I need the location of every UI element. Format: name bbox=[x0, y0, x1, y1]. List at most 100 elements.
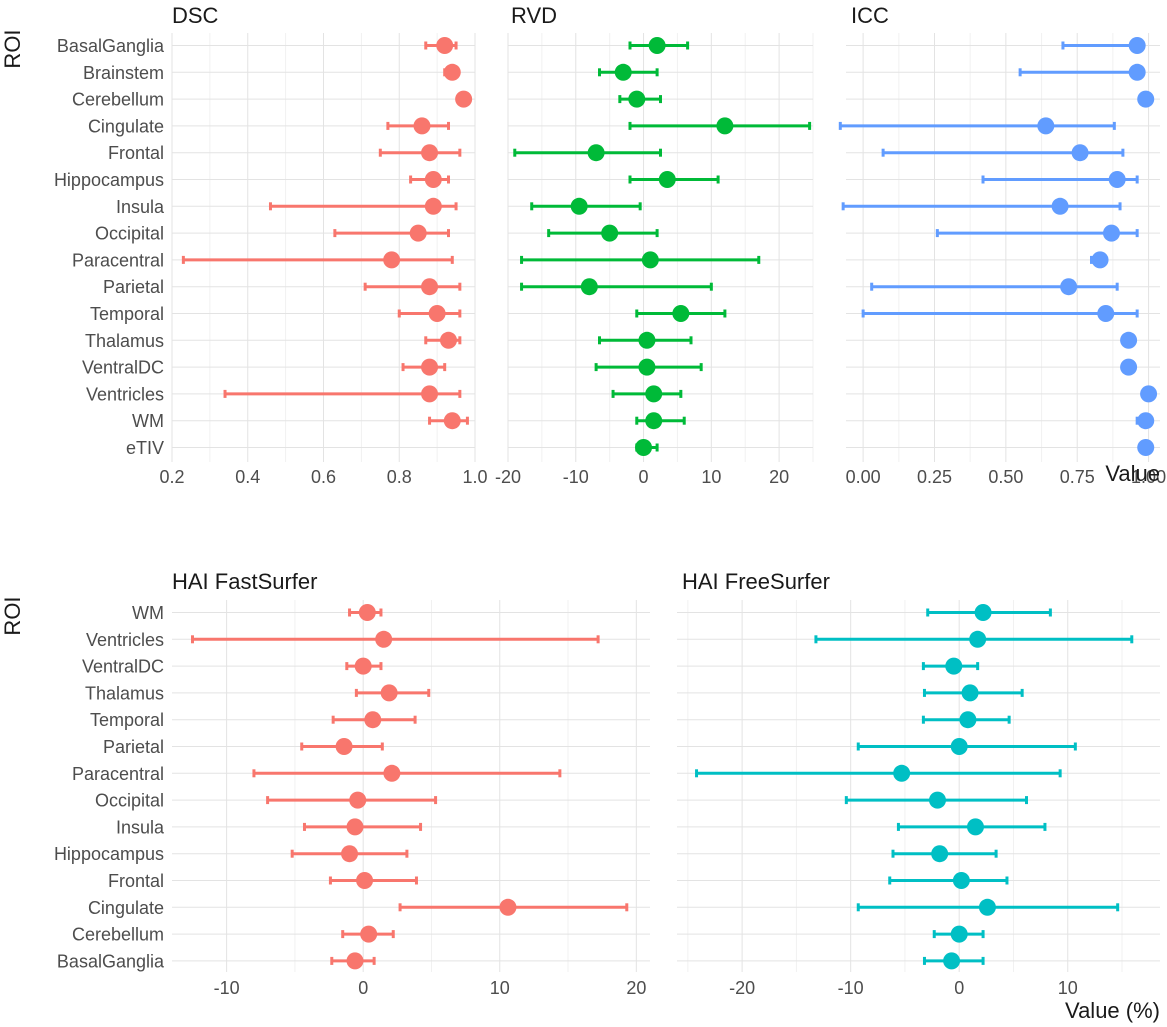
category-label-thalamus: Thalamus bbox=[85, 331, 164, 351]
data-point-insula bbox=[1051, 197, 1069, 215]
data-point-ventricles bbox=[421, 385, 439, 403]
category-label-frontal: Frontal bbox=[108, 871, 164, 891]
data-point-cerebellum bbox=[455, 90, 473, 108]
x-tick-label: -10 bbox=[838, 978, 864, 998]
data-point-occipital bbox=[1102, 224, 1120, 242]
data-point-thalamus bbox=[439, 331, 457, 349]
category-label-temporal: Temporal bbox=[90, 710, 164, 730]
x-tick-label: 10 bbox=[1058, 978, 1078, 998]
data-point-hippocampus bbox=[931, 845, 949, 863]
panel-title-rvd: RVD bbox=[511, 3, 557, 28]
category-label-hippocampus: Hippocampus bbox=[54, 844, 164, 864]
data-point-temporal bbox=[428, 305, 446, 322]
data-point-parietal bbox=[950, 738, 968, 755]
data-point-parietal bbox=[1060, 278, 1078, 296]
data-point-etiv bbox=[635, 439, 653, 456]
panel-title-icc: ICC bbox=[851, 3, 889, 28]
data-point-temporal bbox=[959, 711, 977, 729]
category-label-insula: Insula bbox=[116, 817, 165, 837]
category-label-basalganglia: BasalGanglia bbox=[57, 36, 165, 56]
category-label-temporal: Temporal bbox=[90, 304, 164, 324]
data-point-insula bbox=[346, 818, 364, 836]
x-tick-label: 0.8 bbox=[387, 467, 412, 487]
panels-layer: DSC BasalGanglia Brainstem Cerebellum Cingul… bbox=[54, 3, 1166, 1023]
x-tick-label: 20 bbox=[769, 467, 789, 487]
data-point-wm bbox=[974, 604, 992, 621]
category-label-cerebellum: Cerebellum bbox=[72, 90, 164, 110]
category-label-ventraldc: VentralDC bbox=[82, 358, 164, 378]
data-point-paracentral bbox=[641, 251, 659, 269]
data-point-ventricles bbox=[375, 630, 393, 648]
x-tick-label: 0.50 bbox=[988, 467, 1023, 487]
data-point-ventricles bbox=[645, 385, 663, 403]
x-tick-label: -20 bbox=[495, 467, 521, 487]
data-point-hippocampus bbox=[424, 171, 442, 188]
category-label-etiv: eTIV bbox=[126, 438, 164, 458]
data-point-occipital bbox=[928, 791, 946, 809]
x-tick-label: 0.00 bbox=[846, 467, 881, 487]
x-tick-label: 0 bbox=[954, 978, 964, 998]
panel-title-dsc: DSC bbox=[172, 3, 219, 28]
data-point-brainstem bbox=[1128, 63, 1146, 81]
category-label-hippocampus: Hippocampus bbox=[54, 170, 164, 190]
category-label-ventraldc: VentralDC bbox=[82, 657, 164, 677]
data-point-basalganglia bbox=[346, 952, 364, 970]
data-point-ventricles bbox=[969, 630, 987, 648]
data-point-paracentral bbox=[893, 764, 911, 782]
data-point-cingulate bbox=[716, 117, 734, 135]
data-point-thalamus bbox=[380, 684, 398, 702]
data-point-paracentral bbox=[1091, 251, 1109, 269]
category-label-frontal: Frontal bbox=[108, 143, 164, 163]
x-tick-label: 10 bbox=[490, 978, 510, 998]
data-point-frontal bbox=[1071, 144, 1089, 162]
category-label-cingulate: Cingulate bbox=[88, 116, 164, 136]
x-tick-label: 0.6 bbox=[311, 467, 336, 487]
data-point-ventraldc bbox=[638, 358, 656, 376]
data-point-temporal bbox=[364, 711, 382, 729]
data-point-thalamus bbox=[961, 684, 979, 702]
x-tick-label: 0.25 bbox=[917, 467, 952, 487]
data-point-ventraldc bbox=[354, 657, 372, 675]
category-label-wm: WM bbox=[132, 603, 164, 623]
x-tick-label: -20 bbox=[729, 978, 755, 998]
category-label-brainstem: Brainstem bbox=[83, 63, 164, 83]
data-point-frontal bbox=[587, 144, 605, 162]
data-point-wm bbox=[1137, 412, 1155, 430]
x-tick-label: 0.75 bbox=[1060, 467, 1095, 487]
x-tick-label: -10 bbox=[563, 467, 589, 487]
data-point-hippocampus bbox=[1108, 171, 1126, 188]
panel-rvd: RVD -20 -10 0 10 20 bbox=[495, 3, 814, 487]
data-point-insula bbox=[424, 197, 442, 215]
data-point-cingulate bbox=[499, 898, 517, 916]
data-point-occipital bbox=[349, 791, 367, 809]
data-point-paracentral bbox=[383, 764, 401, 782]
x-tick-label: -10 bbox=[214, 978, 240, 998]
category-label-occipital: Occipital bbox=[95, 224, 164, 244]
data-point-insula bbox=[570, 197, 588, 215]
data-point-cerebellum bbox=[628, 90, 646, 108]
data-point-paracentral bbox=[383, 251, 401, 269]
top-row-axis-title: ROI bbox=[0, 29, 25, 68]
data-point-hippocampus bbox=[341, 845, 359, 863]
panel-hai-fastsurfer: HAI FastSurfer WM Ventricles VentralDC Thala… bbox=[54, 569, 650, 998]
data-point-hippocampus bbox=[658, 171, 676, 188]
data-point-wm bbox=[645, 412, 663, 430]
x-tick-label: 0.2 bbox=[159, 467, 184, 487]
x-tick-label: 0 bbox=[358, 978, 368, 998]
data-point-brainstem bbox=[443, 63, 461, 81]
category-label-insula: Insula bbox=[116, 197, 165, 217]
data-point-thalamus bbox=[1120, 331, 1138, 349]
data-point-frontal bbox=[421, 144, 439, 162]
data-point-ventraldc bbox=[945, 657, 963, 675]
category-label-ventricles: Ventricles bbox=[86, 384, 164, 404]
panel-dsc: DSC BasalGanglia Brainstem Cerebellum Cingul… bbox=[54, 3, 488, 487]
x-tick-label: 0 bbox=[639, 467, 649, 487]
data-point-wm bbox=[443, 412, 461, 430]
category-label-ventricles: Ventricles bbox=[86, 630, 164, 650]
data-point-frontal bbox=[356, 872, 374, 889]
data-point-basalganglia bbox=[648, 37, 666, 54]
data-point-cingulate bbox=[413, 117, 431, 135]
category-label-occipital: Occipital bbox=[95, 791, 164, 811]
data-point-basalganglia bbox=[436, 37, 454, 54]
data-point-parietal bbox=[335, 738, 353, 755]
